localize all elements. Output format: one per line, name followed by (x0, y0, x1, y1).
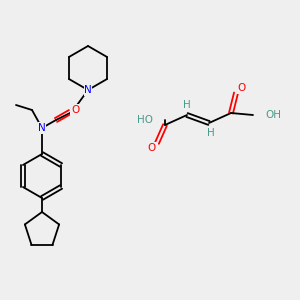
Text: O: O (148, 143, 156, 153)
Text: HO: HO (137, 115, 153, 125)
Text: H: H (183, 100, 191, 110)
Text: N: N (84, 85, 92, 95)
Text: O: O (71, 105, 79, 115)
Text: H: H (207, 128, 215, 138)
Text: N: N (38, 123, 46, 133)
Text: OH: OH (265, 110, 281, 120)
Text: O: O (238, 83, 246, 93)
